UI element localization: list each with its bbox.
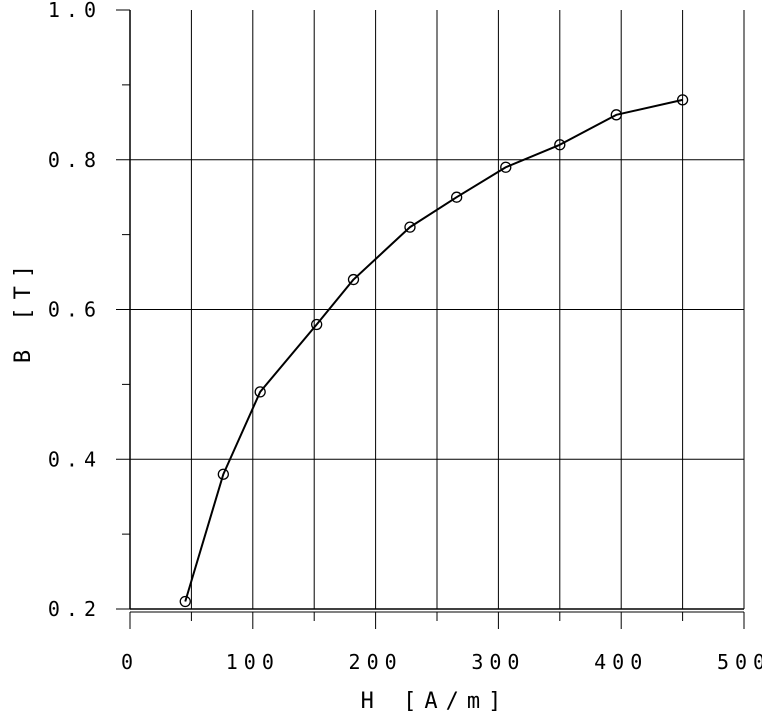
data-point [500,161,512,173]
data-point [179,595,191,608]
y-tick-label: 1.0 [48,0,102,22]
x-axis-label: H [A/m] [361,689,510,714]
data-point [676,94,689,106]
y-tick-label: 0.6 [48,298,102,322]
data-point [450,191,463,203]
x-tick-label: 100 [226,650,280,674]
data-point [554,139,566,151]
data-point [347,273,360,286]
y-tick-labels: 0.2 0.4 0.6 0.8 1.0 [48,0,102,621]
grid [130,10,744,609]
data-point [610,109,622,121]
x-tick-label: 200 [349,650,403,674]
data-point [311,318,323,331]
y-axis-label: B [T] [11,257,36,363]
axes [116,9,745,629]
x-tick-label: 300 [471,650,525,674]
data-point [404,221,416,233]
x-tick-label: 0 [121,650,139,674]
y-tick-label: 0.8 [48,148,102,172]
series [179,94,689,608]
series-line [184,98,683,602]
x-tick-label: 400 [594,650,648,674]
y-tick-label: 0.4 [48,447,102,471]
data-point [254,386,266,398]
data-point [217,468,229,480]
x-tick-label: 500 [717,650,762,674]
x-tick-labels: 0 100 200 300 400 500 [121,650,762,674]
y-tick-label: 0.2 [48,597,102,621]
